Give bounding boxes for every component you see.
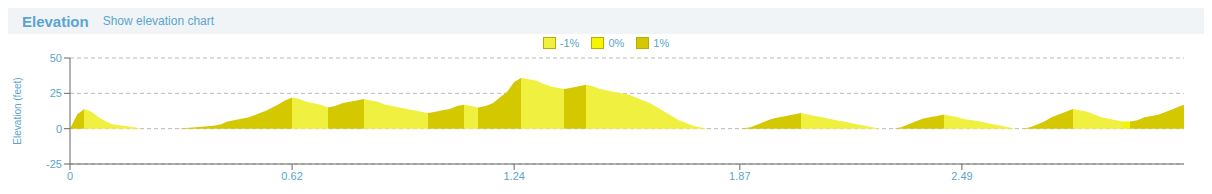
html-text:1%: 1% [653,37,670,49]
html-text:Show elevation chart: Show elevation chart [102,14,215,28]
svg-text:2.49: 2.49 [951,170,972,182]
svg-text:1.24: 1.24 [503,170,524,182]
html-text:0%: 0% [608,37,625,49]
svg-text:1.87: 1.87 [729,170,750,182]
svg-text:0: 0 [56,123,62,135]
html-text:-1%: -1% [559,37,580,49]
svg-text:Elevation (feet): Elevation (feet) [12,77,23,144]
svg-text:50: 50 [50,52,62,64]
svg-text:-25: -25 [46,158,62,170]
html-text:Elevation: Elevation [22,12,89,30]
svg-text:0.62: 0.62 [281,170,302,182]
svg-text:25: 25 [50,87,62,99]
svg-text:0: 0 [67,170,73,182]
